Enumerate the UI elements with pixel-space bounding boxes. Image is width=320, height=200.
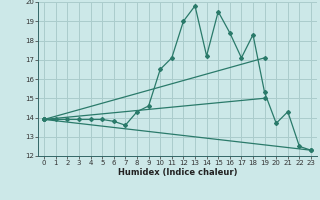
X-axis label: Humidex (Indice chaleur): Humidex (Indice chaleur) [118,168,237,177]
